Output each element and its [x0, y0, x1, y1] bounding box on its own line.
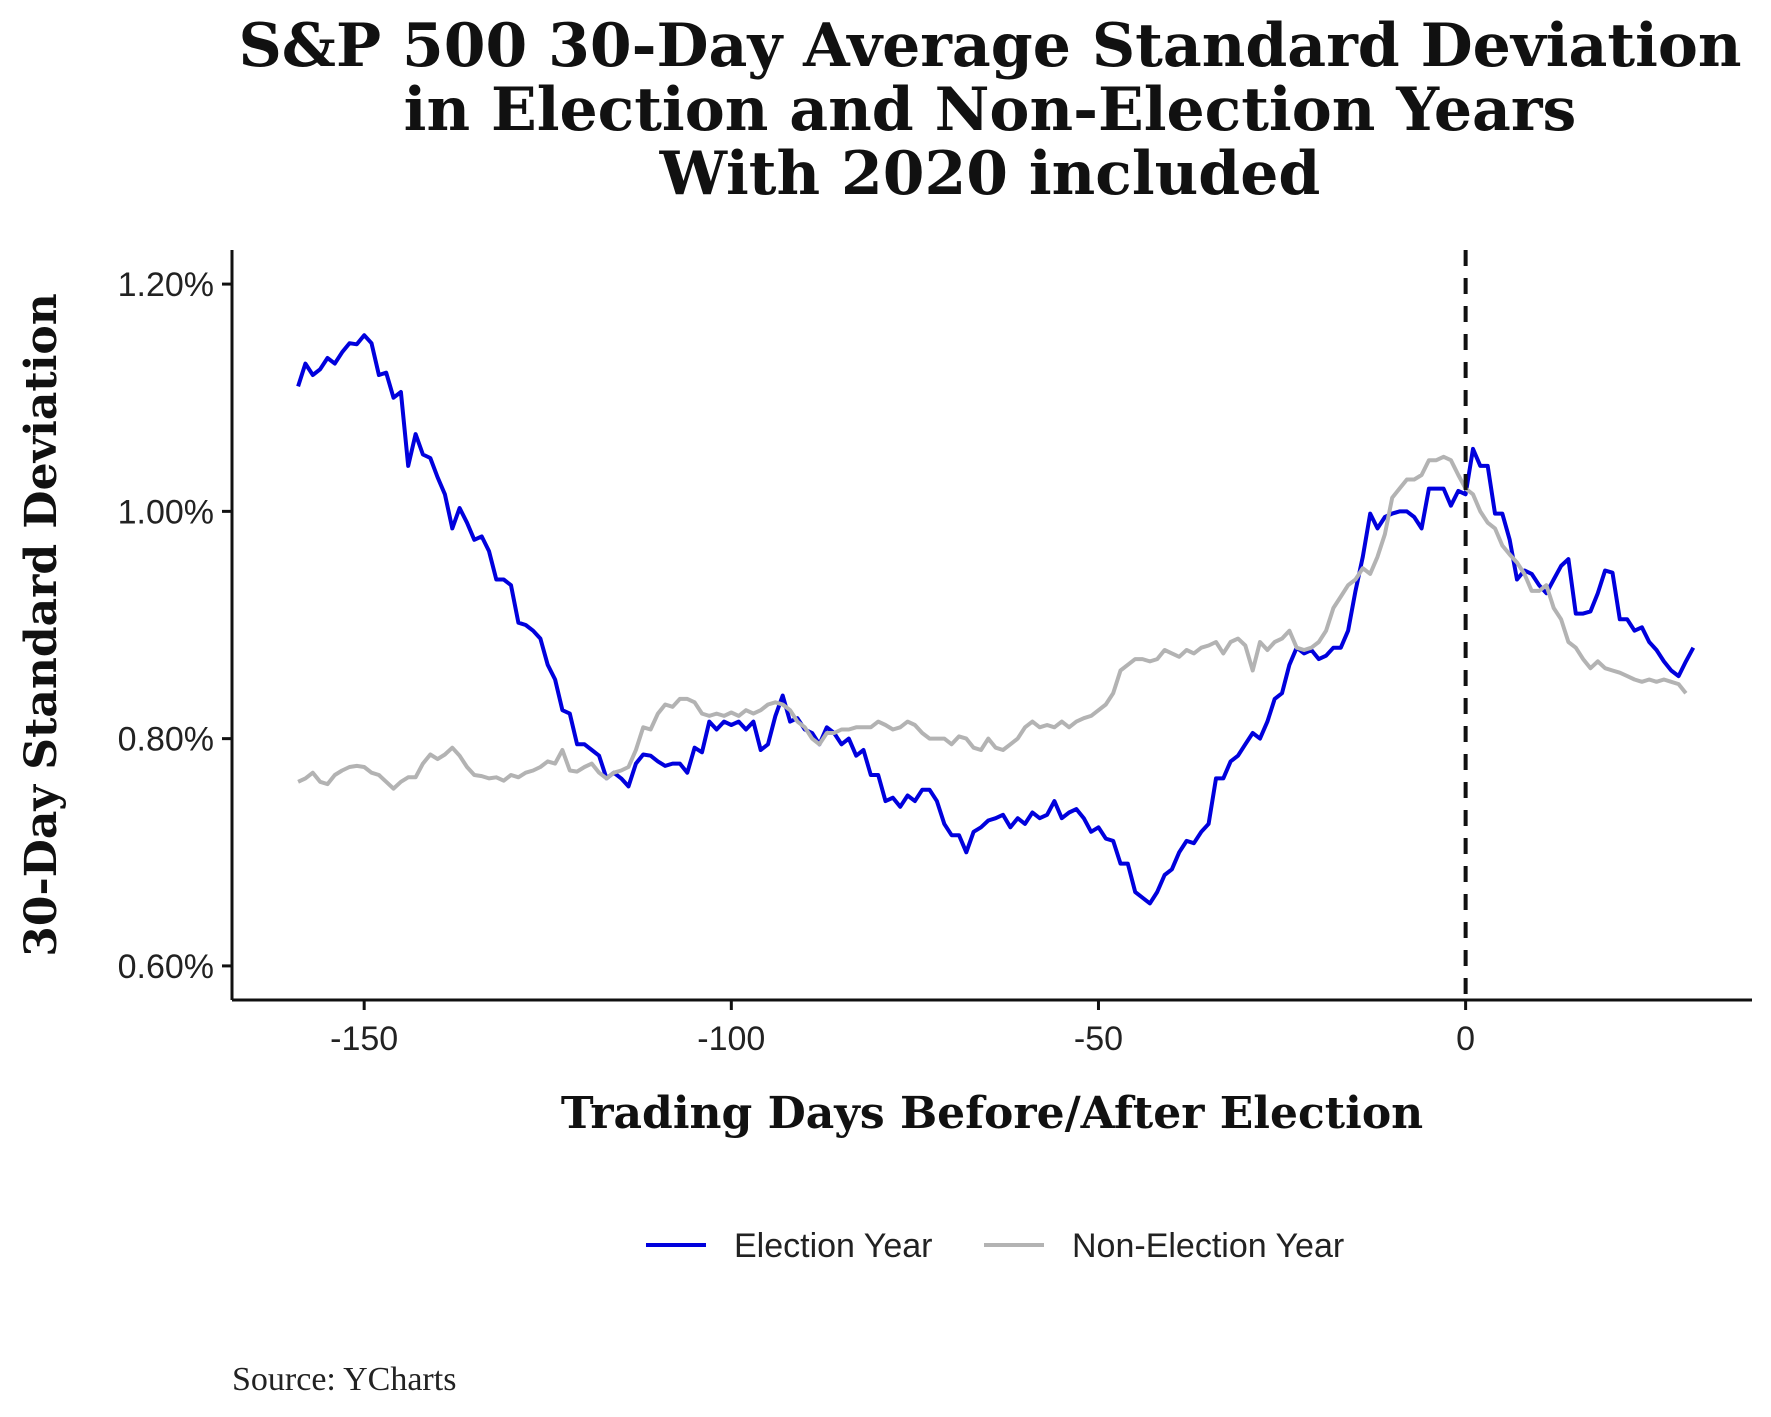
- legend-label-non-election-year: Non-Election Year: [1072, 1227, 1344, 1265]
- series-line-election-year: [296, 333, 1696, 906]
- x-tick-label: 0: [1456, 1020, 1475, 1058]
- x-tick-label: -100: [697, 1020, 765, 1058]
- y-ticks: 0.60% 0.80% 1.00% 1.20%: [118, 266, 232, 986]
- axes: [230, 250, 1752, 1002]
- chart-title-line-3: With 2020 included: [659, 139, 1321, 209]
- chart-title-line-2: in Election and Non-Election Years: [404, 75, 1577, 145]
- source-caption: Source: YCharts: [232, 1361, 456, 1398]
- x-tick-label: -50: [1074, 1020, 1123, 1058]
- y-tick-label: 1.00%: [118, 493, 214, 531]
- series-line-non-election-year: [297, 454, 1688, 791]
- series-layer: [296, 333, 1696, 906]
- x-tick-label: -150: [330, 1020, 398, 1058]
- chart-title-line-1: S&P 500 30-Day Average Standard Deviatio…: [238, 11, 1741, 81]
- y-tick-label: 0.60%: [118, 948, 214, 986]
- y-axis-title: 30-Day Standard Deviation: [16, 293, 67, 957]
- y-tick-label: 0.80%: [118, 721, 214, 759]
- x-ticks: -150 -100 -50 0: [330, 1000, 1475, 1058]
- y-tick-label: 1.20%: [118, 266, 214, 304]
- x-axis-title: Trading Days Before/After Election: [561, 1088, 1423, 1139]
- legend: Election Year Non-Election Year: [646, 1227, 1344, 1265]
- legend-label-election-year: Election Year: [734, 1227, 933, 1265]
